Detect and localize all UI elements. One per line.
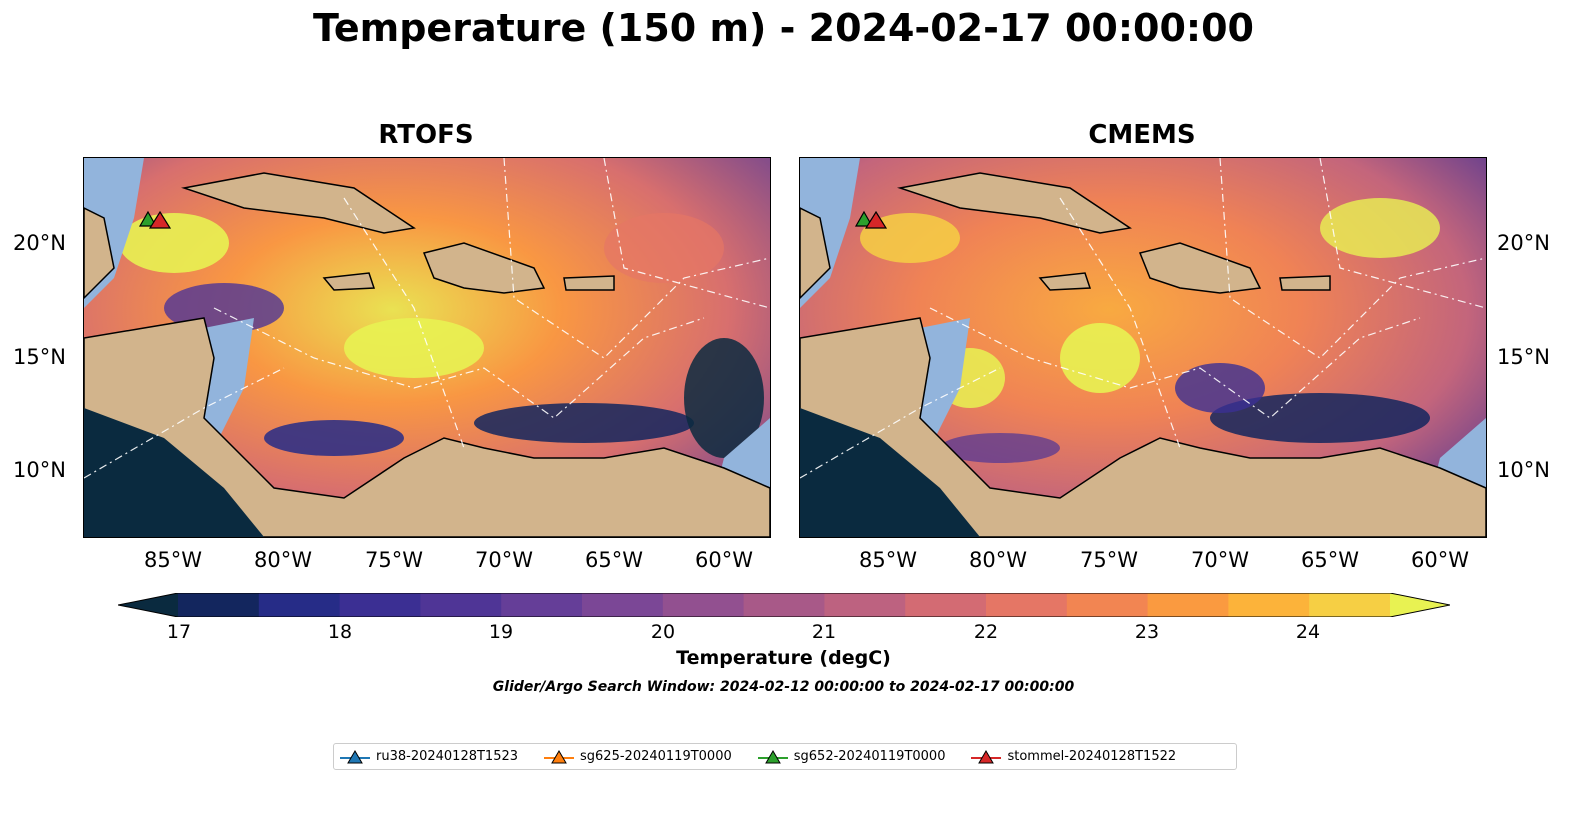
legend-label-ru38: ru38-20240128T1523 <box>376 749 519 764</box>
colorbar-segment <box>986 593 1068 617</box>
colorbar-segment <box>824 593 906 617</box>
colorbar-tick-24: 24 <box>1295 621 1321 643</box>
colorbar-tick-23: 23 <box>1134 621 1160 643</box>
lon-label-65w-right: 65°W <box>1301 548 1359 572</box>
figure-title: Temperature (150 m) - 2024-02-17 00:00:0… <box>312 6 1254 50</box>
lon-label-85w-right: 85°W <box>859 548 917 572</box>
colorbar-segment <box>582 593 664 617</box>
colorbar-extend-max <box>1390 593 1450 617</box>
colorbar-segment <box>905 593 987 617</box>
colorbar-segment <box>1147 593 1229 617</box>
lat-label-10n-left: 10°N <box>13 458 66 482</box>
lon-label-85w-left: 85°W <box>144 548 202 572</box>
legend-label-sg652: sg652-20240119T0000 <box>793 749 946 764</box>
legend-item-ru38: ru38-20240128T1523 <box>340 749 518 765</box>
colorbar-tick-20: 20 <box>650 621 676 643</box>
lon-label-60w-left: 60°W <box>695 548 753 572</box>
legend-label-stommel: stommel-20240128T1522 <box>1007 749 1177 764</box>
colorbar-segment <box>1309 593 1391 617</box>
colorbar-segment <box>420 593 502 617</box>
legend-item-stommel: stommel-20240128T1522 <box>971 749 1176 765</box>
search-window-text: Glider/Argo Search Window: 2024-02-12 00… <box>492 679 1075 695</box>
panel-title-rtofs: RTOFS <box>378 120 474 150</box>
colorbar-segment <box>339 593 421 617</box>
lon-label-75w-right: 75°W <box>1080 548 1138 572</box>
legend-item-sg652: sg652-20240119T0000 <box>757 749 946 765</box>
lat-label-15n-right: 15°N <box>1497 345 1550 369</box>
triangle-marker-icon <box>757 749 788 763</box>
legend: ru38-20240128T1523 sg625-20240119T0000 s… <box>333 743 1237 770</box>
lon-label-80w-left: 80°W <box>254 548 312 572</box>
lon-label-60w-right: 60°W <box>1411 548 1469 572</box>
legend-item-sg625: sg625-20240119T0000 <box>544 749 732 765</box>
colorbar-segment <box>178 593 260 617</box>
triangle-marker-icon <box>340 749 370 763</box>
rtofs-map <box>83 157 771 538</box>
triangle-marker-icon <box>544 749 575 763</box>
colorbar-segment <box>1228 593 1310 617</box>
lon-label-65w-left: 65°W <box>585 548 643 572</box>
colorbar-tick-19: 19 <box>488 621 514 643</box>
cmems-map <box>799 157 1487 538</box>
colorbar-tick-17: 17 <box>166 621 192 643</box>
lon-label-75w-left: 75°W <box>365 548 423 572</box>
lon-label-80w-right: 80°W <box>969 548 1027 572</box>
colorbar-segment <box>743 593 825 617</box>
lat-label-20n-right: 20°N <box>1497 231 1550 255</box>
colorbar-segment <box>662 593 745 617</box>
legend-label-sg625: sg625-20240119T0000 <box>580 749 732 764</box>
colorbar-extend-min <box>118 593 178 617</box>
lat-label-10n-right: 10°N <box>1497 458 1550 482</box>
colorbar <box>117 592 1451 618</box>
lon-label-70w-left: 70°W <box>475 548 533 572</box>
colorbar-segment <box>501 593 583 617</box>
triangle-marker-icon <box>971 749 1002 763</box>
lat-label-15n-left: 15°N <box>13 345 66 369</box>
lon-label-70w-right: 70°W <box>1191 548 1249 572</box>
panel-title-cmems: CMEMS <box>1088 120 1196 150</box>
colorbar-segment <box>1066 593 1149 617</box>
colorbar-tick-22: 22 <box>973 621 999 643</box>
lat-label-20n-left: 20°N <box>13 231 66 255</box>
colorbar-label: Temperature (degC) <box>676 647 891 669</box>
colorbar-tick-21: 21 <box>811 621 837 643</box>
colorbar-segment <box>258 593 341 617</box>
colorbar-tick-18: 18 <box>327 621 353 643</box>
